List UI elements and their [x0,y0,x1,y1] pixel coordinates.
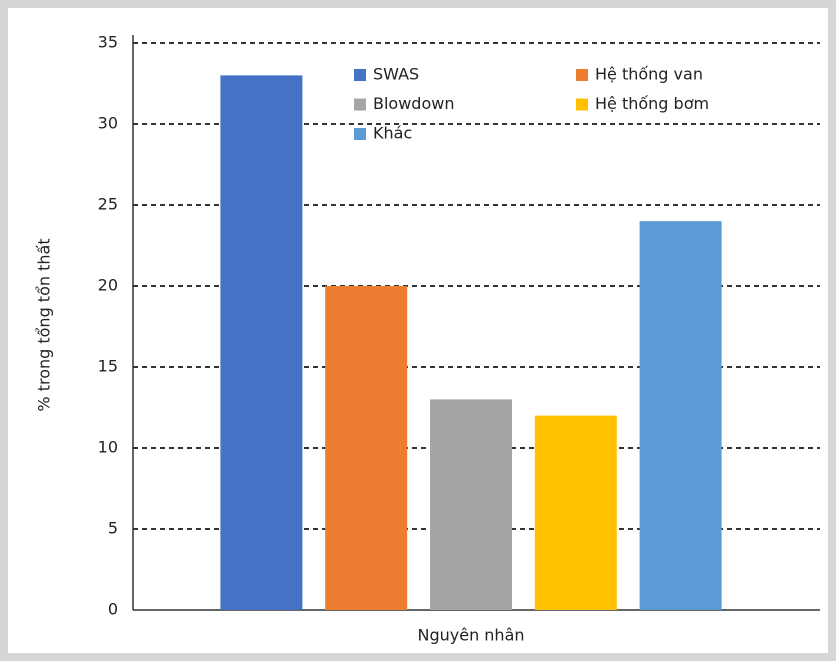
y-axis-label: % trong tổng tổn thất [35,238,54,411]
y-tick-label: 25 [98,195,118,214]
legend-label: Khác [373,124,412,143]
legend-label: SWAS [373,65,419,84]
legend-swatch [354,98,366,111]
bar [534,415,617,610]
legend-swatch [576,98,588,111]
y-tick-label: 20 [98,276,118,295]
legend-swatch [576,69,588,81]
bar [639,221,722,610]
x-axis-label: Nguyên nhân [417,626,524,645]
y-tick-label: 0 [108,600,118,619]
legend-label: Blowdown [373,94,454,113]
y-tick-label: 10 [98,438,118,457]
legend-label: Hệ thống van [595,65,703,84]
legend-swatch [354,69,366,81]
bar [430,399,512,610]
legend-label: Hệ thống bơm [595,94,709,113]
y-tick-label: 15 [98,357,118,376]
legend-swatch [354,128,366,140]
bar [220,75,303,610]
bar [325,286,408,610]
y-tick-label: 30 [98,114,118,133]
y-tick-label: 5 [108,519,118,538]
y-tick-label: 35 [98,33,118,52]
